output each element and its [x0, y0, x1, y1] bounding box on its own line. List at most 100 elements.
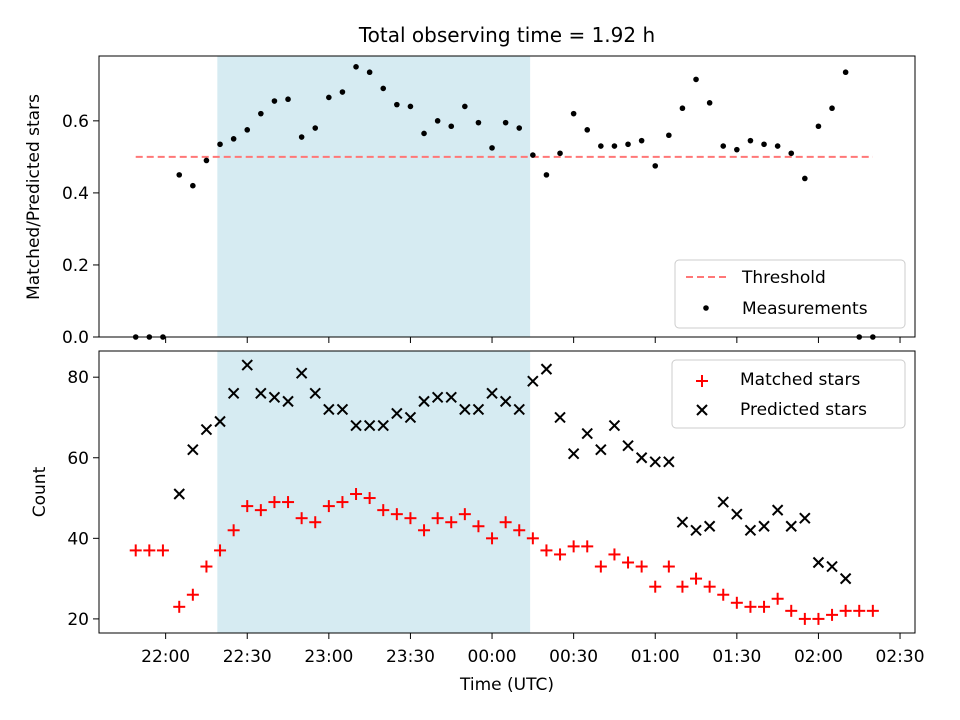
predicted-star-point — [418, 395, 430, 408]
matched-star-point — [785, 604, 798, 617]
measurement-point — [475, 119, 482, 126]
predicted-star-point — [812, 556, 825, 569]
x-tick-label: 22:30 — [223, 647, 272, 667]
measurement-point — [570, 110, 577, 117]
predicted-star-point — [499, 395, 512, 408]
predicted-star-point — [717, 496, 729, 508]
matched-star-point — [839, 604, 852, 617]
predicted-star-point — [581, 427, 593, 440]
bottom-axes-frame — [98, 350, 916, 634]
predicted-star-point — [282, 395, 294, 408]
matched-star-point — [594, 560, 607, 573]
measurement-point — [448, 123, 455, 130]
matched-star-point — [676, 580, 689, 593]
matched-star-point — [156, 544, 169, 557]
bottom-legend: Matched stars Predicted stars — [671, 359, 906, 429]
matched-star-point — [499, 516, 512, 529]
measurement-point — [802, 175, 808, 182]
matched-star-point — [853, 604, 866, 617]
y-tick-label: 80 — [67, 368, 89, 388]
bottom-observing-window — [217, 351, 531, 633]
matched-star-point — [486, 532, 499, 545]
matched-star-point — [390, 508, 403, 521]
measurement-point — [203, 157, 210, 164]
y-tick-label: 20 — [67, 610, 89, 630]
predicted-star-point — [513, 403, 525, 416]
measurement-point — [434, 118, 441, 124]
x-tick-label: 23:00 — [304, 647, 353, 667]
predicted-star-point — [540, 363, 553, 375]
top-legend-box — [674, 259, 906, 329]
predicted-star-point — [459, 403, 471, 416]
predicted-star-point — [663, 456, 675, 468]
bottom-y-ticks: 20 40 60 80 — [67, 368, 99, 630]
measurement-point — [326, 94, 332, 101]
predicted-star-point — [241, 359, 253, 371]
measurement-point — [190, 182, 196, 189]
y-tick-label: 0.4 — [62, 184, 89, 204]
measurement-point — [679, 105, 686, 112]
predicted-star-point — [635, 452, 648, 464]
predicted-star-point — [173, 488, 185, 500]
predicted-star-point — [268, 391, 281, 404]
legend-matched-label: Matched stars — [740, 370, 860, 390]
measurement-point — [530, 152, 536, 158]
matched-star-point — [608, 548, 621, 561]
matched-stars-points — [129, 488, 879, 625]
x-axis-label: Time (UTC) — [459, 675, 554, 695]
measurement-point — [625, 141, 631, 148]
matched-star-point — [418, 524, 431, 537]
matched-star-point — [798, 612, 811, 625]
matched-star-point — [268, 496, 281, 509]
predicted-star-point — [295, 367, 308, 379]
matched-star-point — [322, 500, 335, 513]
predicted-star-point — [227, 387, 240, 400]
matched-star-point — [227, 524, 240, 537]
y-tick-label: 0.6 — [62, 112, 89, 132]
matched-star-point — [200, 560, 213, 573]
matched-star-point — [431, 512, 444, 525]
measurement-point — [693, 76, 699, 83]
predicted-star-point — [595, 443, 607, 456]
matched-star-point — [129, 544, 142, 557]
matched-star-point — [309, 516, 322, 529]
matched-star-point — [771, 592, 784, 605]
predicted-star-point — [676, 516, 689, 528]
top-y-ticks: 0.0 0.2 0.4 0.6 — [62, 112, 99, 348]
predicted-star-point — [472, 403, 485, 416]
predicted-star-point — [731, 508, 743, 520]
predicted-star-point — [608, 419, 621, 432]
measurement-point — [584, 127, 591, 133]
x-tick-label: 01:00 — [631, 647, 680, 667]
predicted-star-point — [567, 448, 580, 460]
measurement-point — [462, 103, 468, 110]
measurement-point — [611, 143, 618, 149]
matched-star-point — [377, 504, 390, 517]
predicted-star-point — [486, 387, 498, 400]
y-tick-label: 40 — [67, 529, 89, 549]
measurement-point — [734, 146, 740, 153]
matched-star-point — [866, 604, 879, 617]
matched-star-point — [649, 580, 662, 593]
measurement-point — [244, 127, 251, 133]
measurement-point — [543, 172, 550, 178]
top-observing-window — [217, 56, 531, 337]
y-tick-label: 0.2 — [62, 256, 89, 276]
top-legend: Threshold Measurements — [674, 259, 906, 329]
bottom-subplot: 20 40 60 80 22:00 22:30 23:00 23:30 00:00 00:30 0… — [30, 350, 925, 695]
measurement-point — [394, 101, 400, 108]
matched-star-point — [254, 504, 267, 517]
matched-star-point — [730, 596, 743, 609]
measurement-point — [489, 145, 495, 151]
x-tick-label: 23:30 — [386, 647, 435, 667]
matched-star-point — [567, 540, 580, 553]
predicted-star-point — [323, 403, 335, 416]
y-tick-label: 0.0 — [62, 328, 89, 348]
measurement-point — [312, 125, 319, 131]
top-axes-frame — [98, 55, 916, 338]
matched-star-point — [214, 544, 227, 557]
matched-star-point — [350, 488, 363, 501]
matched-star-point — [282, 496, 295, 509]
matched-star-point — [363, 492, 376, 505]
predicted-star-point — [214, 415, 226, 428]
